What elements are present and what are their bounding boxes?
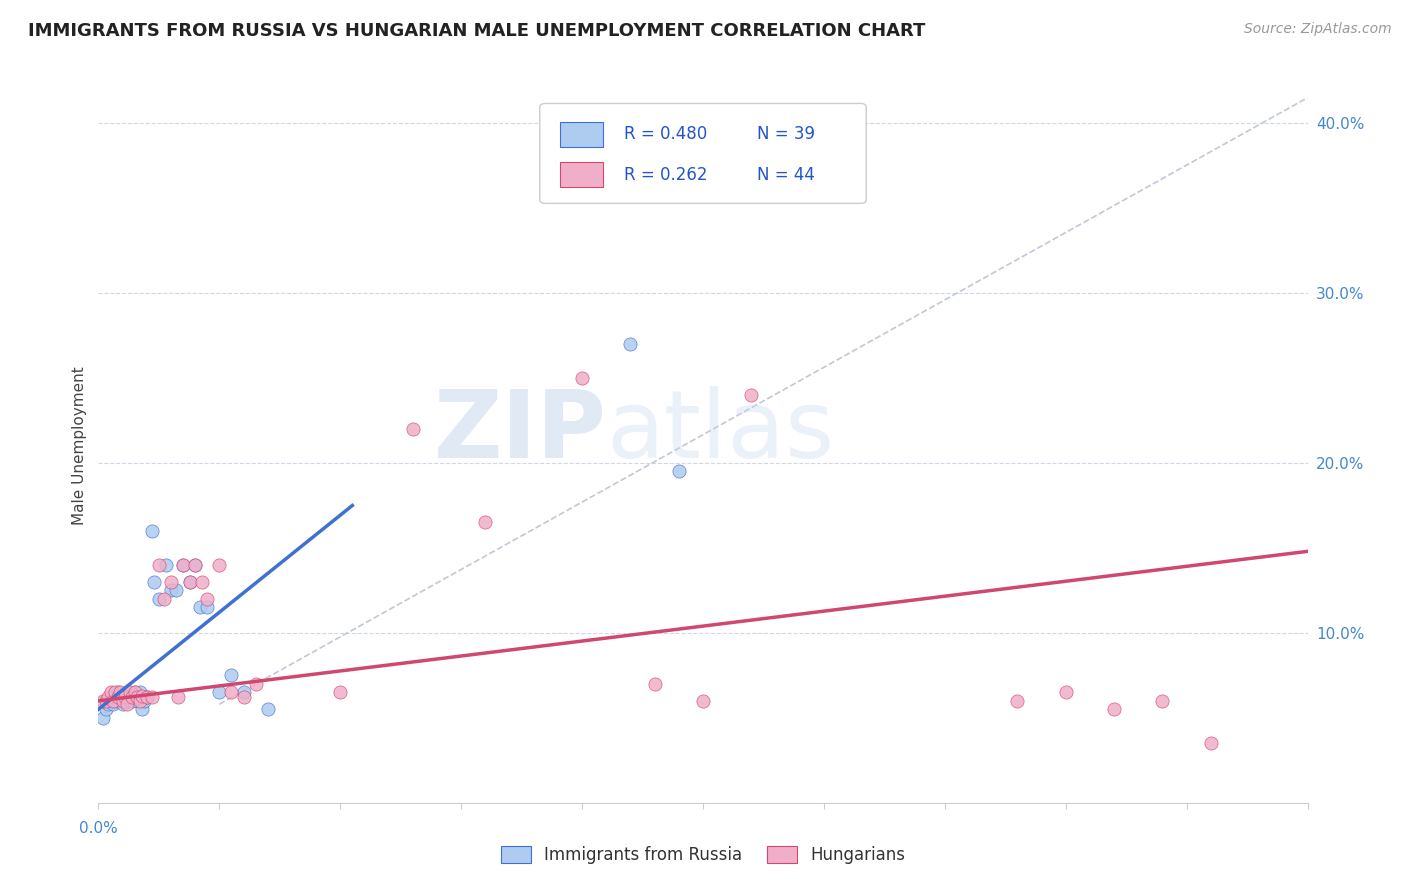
Point [118, 690, 141, 705]
Point [143, 574, 166, 589]
Point [184, 558, 207, 572]
Point [121, 690, 143, 705]
Point [108, 690, 131, 705]
Point [619, 337, 641, 351]
Point [148, 591, 170, 606]
Text: ZIP: ZIP [433, 385, 606, 478]
Point [104, 685, 127, 699]
Point [221, 668, 243, 682]
Point [221, 685, 243, 699]
Point [101, 694, 124, 708]
Point [114, 689, 136, 703]
Text: N = 39: N = 39 [758, 125, 815, 143]
Point [148, 558, 170, 572]
Point [155, 558, 177, 572]
Point [1152, 694, 1174, 708]
Point [245, 677, 267, 691]
Point [135, 690, 157, 705]
Point [195, 591, 218, 606]
FancyBboxPatch shape [540, 103, 866, 203]
Text: Source: ZipAtlas.com: Source: ZipAtlas.com [1244, 22, 1392, 37]
Point [179, 574, 201, 589]
Point [101, 698, 124, 712]
Point [94, 702, 117, 716]
Point [94, 694, 117, 708]
Text: atlas: atlas [606, 385, 835, 478]
Point [402, 422, 425, 436]
Point [329, 685, 352, 699]
Point [108, 685, 131, 699]
Point [692, 694, 714, 708]
Point [117, 698, 139, 712]
FancyBboxPatch shape [561, 162, 603, 187]
Point [117, 690, 139, 705]
Point [117, 694, 139, 708]
Point [668, 465, 690, 479]
Point [100, 690, 122, 705]
Point [127, 690, 149, 705]
Point [131, 689, 153, 703]
Point [1007, 694, 1029, 708]
Point [104, 690, 127, 705]
Point [740, 388, 762, 402]
Point [1102, 702, 1125, 716]
Point [141, 524, 163, 538]
Point [131, 702, 153, 716]
Point [152, 591, 174, 606]
Point [97, 690, 120, 705]
Point [474, 516, 496, 530]
Text: R = 0.480: R = 0.480 [624, 125, 707, 143]
Point [167, 690, 190, 705]
Point [141, 690, 163, 705]
Y-axis label: Male Unemployment: Male Unemployment [72, 367, 87, 525]
Legend: Immigrants from Russia, Hungarians: Immigrants from Russia, Hungarians [494, 839, 912, 871]
Point [232, 685, 254, 699]
FancyBboxPatch shape [561, 121, 603, 146]
Point [172, 558, 194, 572]
Point [208, 685, 231, 699]
Point [134, 694, 156, 708]
Point [179, 574, 201, 589]
Point [256, 702, 278, 716]
Point [195, 600, 218, 615]
Point [571, 371, 593, 385]
Point [1054, 685, 1077, 699]
Point [124, 685, 146, 699]
Point [111, 694, 134, 708]
Text: IMMIGRANTS FROM RUSSIA VS HUNGARIAN MALE UNEMPLOYMENT CORRELATION CHART: IMMIGRANTS FROM RUSSIA VS HUNGARIAN MALE… [28, 22, 925, 40]
Point [644, 677, 666, 691]
Point [100, 694, 122, 708]
Point [121, 694, 143, 708]
Point [191, 574, 214, 589]
Point [97, 698, 120, 712]
Point [91, 711, 114, 725]
Point [100, 685, 122, 699]
Point [128, 685, 150, 699]
Point [111, 698, 134, 712]
Point [135, 690, 157, 705]
Text: R = 0.262: R = 0.262 [624, 166, 707, 184]
Point [160, 583, 183, 598]
Point [1199, 736, 1222, 750]
Point [107, 685, 129, 699]
Point [128, 694, 150, 708]
Point [165, 583, 187, 598]
Point [127, 694, 149, 708]
Point [160, 574, 183, 589]
Point [188, 600, 211, 615]
Text: 0.0%: 0.0% [79, 821, 118, 836]
Point [107, 690, 129, 705]
Point [104, 694, 127, 708]
Point [114, 690, 136, 705]
Point [118, 685, 141, 699]
Point [172, 558, 194, 572]
Point [232, 690, 254, 705]
Point [124, 685, 146, 699]
Text: N = 44: N = 44 [758, 166, 815, 184]
Point [184, 558, 207, 572]
Point [91, 694, 114, 708]
Point [208, 558, 231, 572]
